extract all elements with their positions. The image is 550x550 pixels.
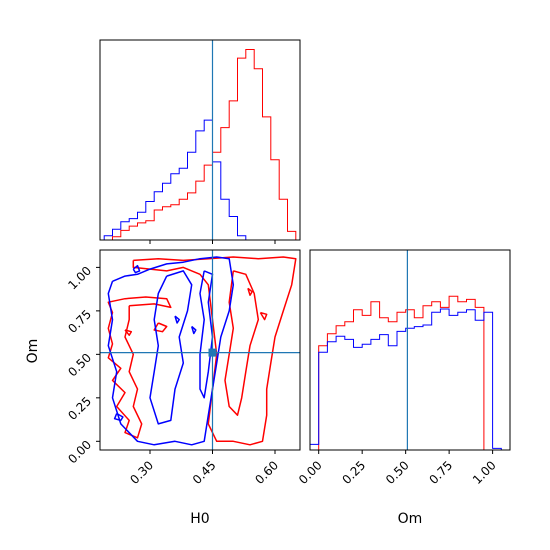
contour-series_a-5 (259, 311, 268, 321)
om-x-axis-label: Om (398, 511, 423, 527)
h0-histogram-panel (99, 39, 301, 244)
h0-om-contour-panel: 0.30 0.45 0.60 0.00 0.25 0.50 0.75 1.00 (65, 249, 301, 487)
contour-xtick-label: 0.30 (127, 458, 156, 487)
h0-axis-label: H0 (190, 511, 209, 527)
contour-series_a-1 (107, 296, 172, 439)
om-histogram-series_b (309, 308, 502, 450)
contour-ytick-label: 0.50 (65, 351, 94, 380)
h0-histogram-frame (99, 39, 301, 241)
contour-xtick-label: 0.45 (190, 458, 219, 487)
contour-series_b-3 (132, 264, 141, 274)
contour-ytick-label: 0.00 (65, 438, 94, 467)
om-hist-xtick-label: 0.25 (340, 458, 369, 487)
om-histogram-frame (309, 249, 511, 451)
contour-series_b-1 (149, 270, 193, 425)
om-histogram-panel: 0.00 0.25 0.50 0.75 1.00 (296, 249, 511, 487)
contour-series_a-0 (132, 256, 297, 446)
contour-frame (99, 249, 301, 451)
truth-marker (208, 348, 217, 357)
contour-series_b-2 (199, 270, 214, 399)
contour-series_b-4 (113, 412, 124, 422)
contour-xtick-label: 0.60 (252, 458, 281, 487)
om-hist-xtick-label: 0.75 (426, 458, 455, 487)
om-hist-xtick-label: 0.00 (296, 458, 325, 487)
contour-series_a-4 (247, 287, 253, 296)
h0-histogram-series_a (104, 49, 297, 241)
contour-series_a-2 (224, 270, 260, 416)
contour-ytick-label: 0.75 (65, 307, 94, 336)
contour-ytick-label: 0.25 (65, 394, 94, 423)
contour-series_b-6 (190, 325, 197, 335)
contour-series_b-5 (174, 315, 180, 324)
om-histogram-series_a (310, 295, 502, 451)
om-y-axis-label: Om (25, 339, 41, 364)
contour-series_a-6 (124, 329, 133, 336)
om-hist-xtick-label: 0.50 (383, 458, 412, 487)
contour-ytick-label: 1.00 (65, 264, 94, 293)
om-hist-xtick-label: 1.00 (470, 458, 499, 487)
h0-histogram-series_b (103, 119, 296, 241)
